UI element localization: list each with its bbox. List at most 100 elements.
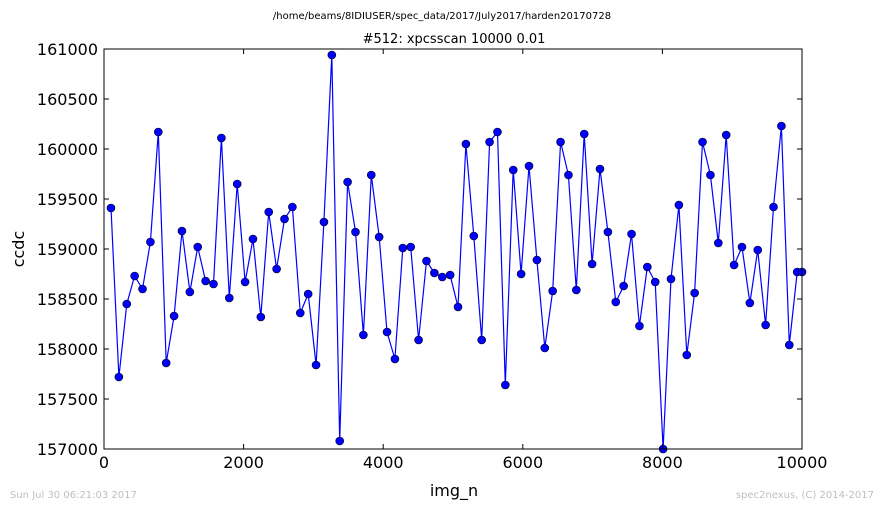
data-point-49: [493, 127, 502, 137]
data-point-21: [272, 264, 281, 274]
data-point-30: [343, 177, 352, 187]
data-point-13: [209, 279, 218, 289]
data-point-20: [264, 207, 274, 217]
data-point-19: [256, 312, 266, 322]
series-line-0: [110, 54, 802, 450]
footer-credit: spec2nexus, (C) 2014-2017: [736, 490, 874, 501]
data-point-40: [422, 256, 431, 266]
data-point-16: [232, 179, 242, 189]
data-point-12: [201, 276, 210, 286]
data-point-59: [572, 285, 581, 295]
data-point-42: [437, 272, 447, 282]
data-point-58: [564, 170, 573, 180]
data-point-51: [508, 165, 518, 175]
data-point-4: [138, 284, 147, 294]
data-point-2: [122, 299, 132, 309]
data-point-69: [650, 277, 660, 287]
data-point-33: [366, 170, 376, 180]
data-point-74: [690, 288, 699, 298]
figure-suptitle: /home/beams/8IDIUSER/spec_data/2017/July…: [273, 11, 611, 22]
data-point-53: [524, 161, 534, 171]
data-point-38: [406, 242, 416, 252]
data-point-52: [516, 269, 526, 279]
data-point-81: [745, 298, 755, 308]
plot-area: [106, 50, 807, 454]
data-point-54: [532, 255, 542, 265]
data-point-5: [146, 237, 155, 247]
data-point-18: [248, 234, 258, 244]
data-point-86: [784, 340, 794, 350]
data-point-61: [587, 259, 597, 269]
data-point-41: [430, 268, 439, 278]
y-tick-label-7: 160500: [37, 90, 98, 109]
data-point-80: [737, 242, 747, 252]
data-point-45: [461, 139, 471, 149]
data-point-39: [414, 335, 423, 345]
data-point-55: [540, 343, 550, 353]
y-axis-ticks: 157000 157500 158000 158500 159000 159500 1600…: [37, 40, 802, 459]
data-point-29: [335, 436, 345, 446]
data-point-85: [777, 121, 786, 131]
data-point-56: [548, 286, 557, 296]
data-point-79: [729, 260, 739, 270]
x-tick-label-2: 4000: [363, 453, 404, 472]
x-axis-ticks: 0 2000 4000 6000 8000 10000: [99, 49, 828, 472]
data-point-82: [753, 245, 763, 255]
data-point-31: [351, 227, 360, 237]
data-point-37: [398, 243, 408, 253]
footer-timestamp: Sun Jul 30 06:21:03 2017: [10, 490, 137, 501]
data-point-77: [714, 238, 723, 248]
data-point-71: [666, 274, 676, 284]
data-point-24: [295, 308, 305, 318]
y-tick-label-1: 157500: [37, 390, 98, 409]
y-tick-label-3: 158500: [37, 290, 98, 309]
y-tick-label-0: 157000: [37, 440, 98, 459]
data-point-50: [501, 380, 510, 390]
data-point-84: [769, 202, 778, 212]
data-point-27: [319, 217, 329, 227]
data-point-65: [619, 281, 628, 291]
data-point-7: [161, 358, 171, 368]
data-point-43: [445, 270, 455, 280]
y-tick-label-4: 159000: [37, 240, 98, 259]
data-point-44: [453, 302, 463, 312]
data-point-72: [674, 200, 684, 210]
data-point-63: [603, 227, 613, 237]
data-point-17: [240, 277, 250, 287]
x-tick-label-5: 10000: [777, 453, 828, 472]
x-tick-label-4: 8000: [642, 453, 683, 472]
data-point-47: [477, 335, 486, 345]
data-point-34: [374, 232, 384, 242]
data-point-6: [154, 127, 163, 137]
data-point-3: [130, 271, 139, 281]
x-tick-label-1: 2000: [223, 453, 264, 472]
data-point-76: [706, 170, 715, 180]
data-point-66: [627, 229, 636, 239]
data-point-46: [469, 231, 479, 241]
x-tick-label-3: 6000: [502, 453, 543, 472]
data-point-64: [611, 297, 621, 307]
data-point-57: [556, 137, 565, 147]
data-point-67: [635, 321, 644, 331]
chart-title: #512: xpcsscan 10000 0.01: [363, 32, 546, 47]
data-point-25: [303, 289, 313, 299]
x-tick-label-0: 0: [99, 453, 109, 472]
data-point-60: [579, 129, 589, 139]
data-point-14: [217, 133, 226, 143]
y-axis-label: ccdc: [9, 231, 28, 268]
data-point-28: [327, 50, 337, 60]
data-point-11: [193, 242, 203, 252]
data-point-78: [721, 130, 731, 140]
data-point-9: [177, 226, 187, 236]
data-point-48: [485, 137, 494, 147]
y-tick-label-6: 160000: [37, 140, 98, 159]
data-point-75: [698, 137, 707, 147]
data-point-62: [595, 164, 605, 174]
data-point-10: [185, 287, 195, 297]
data-point-83: [761, 320, 770, 330]
data-point-73: [682, 350, 692, 360]
data-point-68: [643, 262, 652, 272]
data-point-32: [359, 330, 368, 340]
data-point-26: [311, 360, 321, 370]
